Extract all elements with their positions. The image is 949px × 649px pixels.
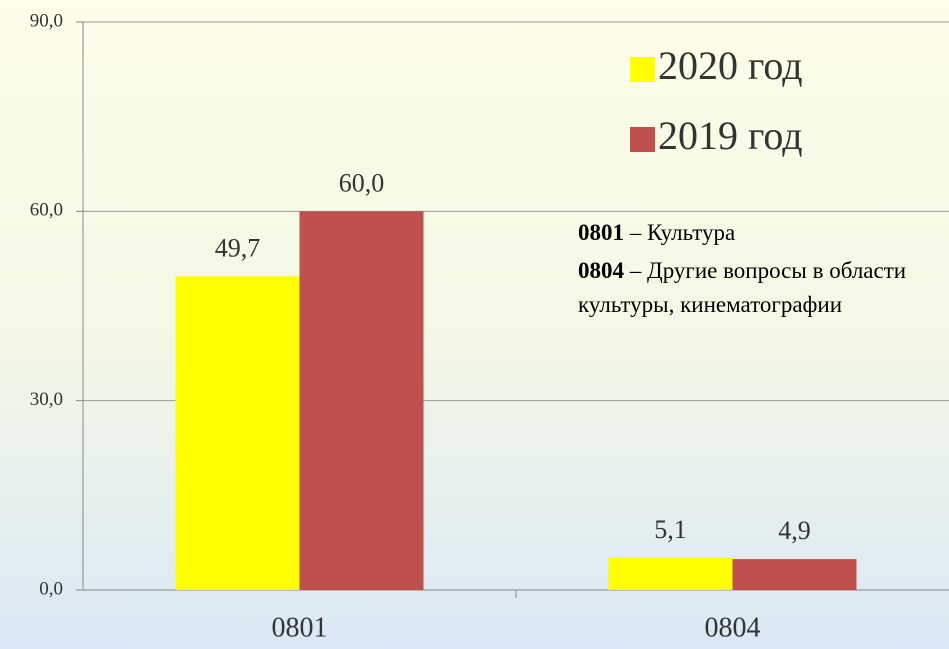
value-label: 49,7 bbox=[215, 233, 261, 262]
x-tick-label: 0801 bbox=[272, 612, 328, 643]
annotation-text: – Другие вопросы в области культуры, кин… bbox=[578, 258, 907, 317]
value-label: 5,1 bbox=[654, 515, 687, 544]
annotation-text: – Культура bbox=[629, 220, 736, 245]
x-tick-label: 0804 bbox=[705, 612, 761, 643]
bar bbox=[299, 211, 424, 591]
bar bbox=[732, 559, 857, 590]
y-tick-label: 60,0 bbox=[30, 200, 63, 221]
y-tick-label: 0,0 bbox=[39, 578, 63, 599]
y-tick-label: 30,0 bbox=[30, 389, 63, 410]
annotation-code: 0804 bbox=[578, 258, 624, 283]
bar bbox=[175, 276, 300, 590]
legend-swatch bbox=[630, 57, 655, 82]
y-tick-label: 90,0 bbox=[30, 10, 63, 31]
bar bbox=[608, 557, 733, 590]
annotation: 0804 – Другие вопросы в области культуры… bbox=[578, 254, 928, 322]
annotations: 0801 – Культура 0804 – Другие вопросы в о… bbox=[578, 216, 928, 326]
legend-label: 2019 год bbox=[658, 113, 803, 158]
annotation: 0801 – Культура bbox=[578, 216, 928, 250]
value-label: 60,0 bbox=[339, 168, 385, 197]
legend-swatch bbox=[630, 127, 655, 152]
annotation-code: 0801 bbox=[578, 220, 624, 245]
value-label: 4,9 bbox=[778, 516, 811, 545]
legend-label: 2020 год bbox=[658, 43, 803, 88]
